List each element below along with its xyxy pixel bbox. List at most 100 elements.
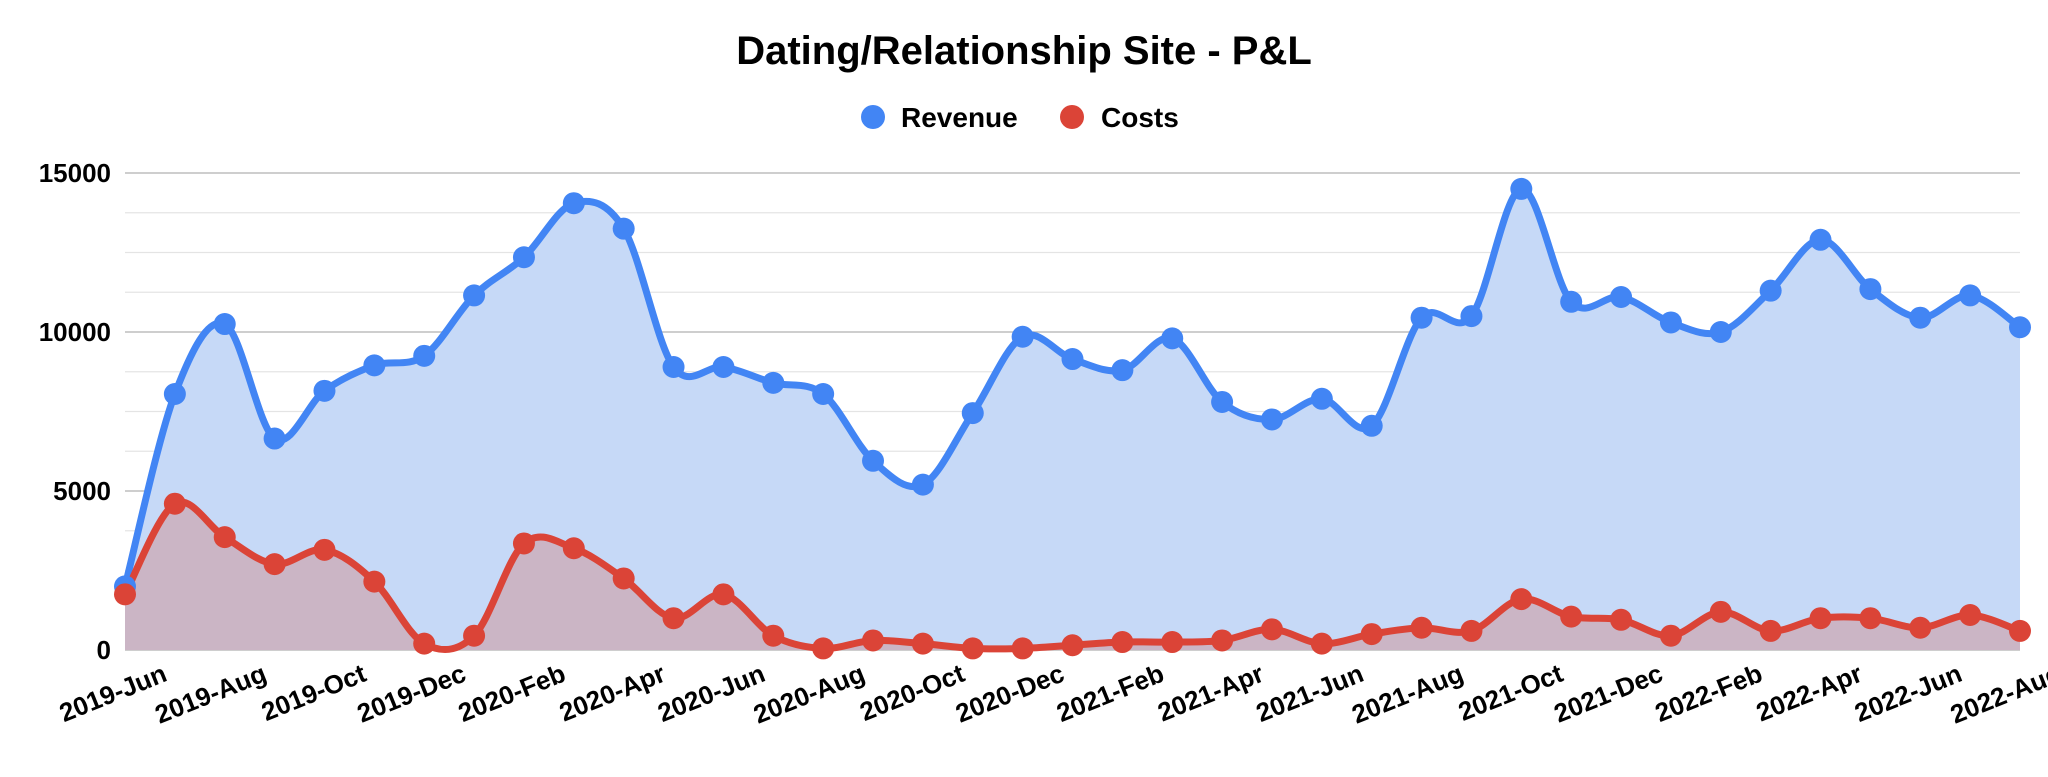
data-point-costs: [413, 632, 436, 655]
data-point-costs: [1211, 629, 1234, 652]
data-point-costs: [363, 570, 386, 593]
data-point-revenue: [762, 371, 785, 394]
data-point-costs: [961, 637, 984, 660]
data-point-costs: [862, 629, 885, 652]
data-point-costs: [1061, 634, 1084, 657]
data-point-revenue: [463, 284, 486, 307]
data-point-costs: [313, 538, 336, 561]
data-point-revenue: [1809, 228, 1832, 251]
y-axis-ticks: 0 5000 10000 15000: [39, 158, 111, 665]
legend-marker-revenue: [861, 105, 885, 129]
legend: Revenue Costs: [861, 102, 1179, 133]
data-point-revenue: [1211, 390, 1234, 413]
data-points: [114, 177, 2031, 660]
data-point-revenue: [1859, 278, 1882, 301]
data-point-costs: [1410, 616, 1433, 639]
data-point-revenue: [562, 192, 585, 215]
x-tick-label: 2019-Dec: [353, 658, 470, 729]
area-fill-revenue: [125, 188, 2020, 650]
data-point-revenue: [1111, 359, 1134, 382]
data-point-costs: [263, 553, 286, 576]
data-point-costs: [1161, 631, 1184, 654]
x-tick-label: 2020-Feb: [454, 658, 570, 728]
data-point-revenue: [1460, 305, 1483, 328]
x-tick-label: 2021-Feb: [1052, 658, 1168, 728]
data-point-costs: [911, 632, 934, 655]
data-point-revenue: [1959, 284, 1982, 307]
data-point-costs: [463, 624, 486, 647]
data-point-revenue: [1560, 290, 1583, 313]
data-point-revenue: [2009, 316, 2031, 339]
y-tick-label: 5000: [53, 476, 111, 506]
data-point-costs: [1011, 637, 1034, 660]
y-tick-label: 15000: [39, 158, 111, 188]
data-point-costs: [1360, 623, 1383, 646]
data-point-revenue: [313, 379, 336, 402]
data-point-revenue: [1310, 387, 1333, 410]
data-point-costs: [762, 624, 785, 647]
x-tick-label: 2021-Jun: [1252, 658, 1368, 728]
legend-label-revenue: Revenue: [901, 102, 1018, 133]
x-tick-label: 2020-Oct: [856, 658, 969, 727]
data-point-revenue: [213, 313, 236, 336]
data-point-revenue: [1759, 279, 1782, 302]
data-point-revenue: [1360, 414, 1383, 437]
chart-title: Dating/Relationship Site - P&L: [736, 29, 1312, 73]
data-point-revenue: [512, 246, 535, 269]
data-point-costs: [1111, 631, 1134, 654]
data-point-revenue: [1510, 177, 1533, 200]
x-tick-label: 2020-Apr: [555, 658, 669, 728]
data-point-revenue: [413, 344, 436, 367]
data-point-costs: [662, 607, 685, 630]
data-point-revenue: [862, 449, 885, 472]
y-tick-label: 0: [97, 635, 111, 665]
data-point-costs: [1560, 605, 1583, 628]
data-point-revenue: [1410, 306, 1433, 329]
x-tick-label: 2021-Apr: [1153, 658, 1267, 728]
data-point-revenue: [911, 473, 934, 496]
x-tick-label: 2021-Aug: [1348, 658, 1468, 730]
x-tick-label: 2022-Jun: [1850, 658, 1966, 728]
x-tick-label: 2021-Oct: [1454, 658, 1567, 727]
area-fills: [125, 188, 2020, 650]
x-tick-label: 2019-Jun: [55, 658, 171, 728]
data-point-costs: [1610, 608, 1633, 631]
data-point-costs: [512, 532, 535, 555]
data-point-revenue: [612, 217, 635, 240]
data-point-costs: [1959, 604, 1982, 627]
data-point-revenue: [1260, 408, 1283, 431]
legend-marker-costs: [1060, 105, 1084, 129]
data-point-revenue: [1161, 327, 1184, 350]
area-fill-costs: [125, 502, 2020, 650]
data-point-costs: [1809, 607, 1832, 630]
data-point-revenue: [363, 354, 386, 377]
x-axis-ticks: 2019-Jun2019-Aug2019-Oct2019-Dec2020-Feb…: [55, 658, 2048, 730]
data-point-revenue: [1909, 306, 1932, 329]
data-point-costs: [812, 637, 835, 660]
data-point-costs: [562, 537, 585, 560]
x-tick-label: 2020-Dec: [951, 658, 1068, 729]
y-tick-label: 10000: [39, 317, 111, 347]
data-point-costs: [213, 526, 236, 549]
data-point-revenue: [812, 383, 835, 406]
data-point-costs: [2009, 619, 2031, 642]
data-point-costs: [612, 567, 635, 590]
data-point-costs: [1659, 624, 1682, 647]
data-point-costs: [163, 492, 186, 515]
data-point-revenue: [1011, 325, 1034, 348]
x-tick-label: 2022-Aug: [1946, 658, 2048, 730]
x-tick-label: 2021-Dec: [1550, 658, 1667, 729]
data-point-costs: [1310, 632, 1333, 655]
data-point-revenue: [263, 427, 286, 450]
data-point-costs: [1460, 619, 1483, 642]
data-point-revenue: [1061, 348, 1084, 371]
x-tick-label: 2022-Apr: [1752, 658, 1866, 728]
x-tick-label: 2022-Feb: [1651, 658, 1767, 728]
data-point-costs: [712, 583, 735, 606]
x-tick-label: 2019-Aug: [151, 658, 271, 730]
data-point-revenue: [1610, 286, 1633, 309]
data-point-revenue: [1709, 321, 1732, 343]
x-tick-label: 2020-Aug: [749, 658, 869, 730]
x-tick-label: 2019-Oct: [257, 658, 370, 727]
